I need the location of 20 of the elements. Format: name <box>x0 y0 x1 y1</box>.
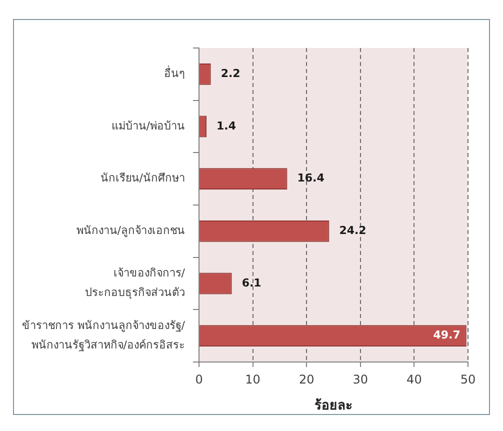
x-tick-label: 10 <box>245 372 260 386</box>
x-tick-label: 0 <box>195 372 203 386</box>
x-tick-label: 30 <box>352 372 368 386</box>
y-tick-label: ข้าราชการ พนักงานลูกจ้างของรัฐ/พนักงานรัฐวิสาหกิจ/องค์กรอิสระ <box>22 319 186 352</box>
data-label: 1.4 <box>216 119 236 132</box>
y-tick-label: อื่นๆ <box>164 65 185 80</box>
data-label: 16.4 <box>297 172 325 185</box>
y-tick-label: พนักงาน/ลูกจ้างเอกชน <box>76 224 185 238</box>
x-tick-label: 20 <box>298 372 314 386</box>
data-label: 6.1 <box>242 276 262 290</box>
data-label: 49.7 <box>433 328 460 342</box>
data-label: 2.2 <box>220 67 240 80</box>
data-label: 24.2 <box>339 224 366 238</box>
x-tick-label: 50 <box>460 372 476 386</box>
y-tick-label: เจ้าของกิจการ/ประกอบธุรกิจส่วนตัว <box>85 266 186 299</box>
y-tick-label: แม่บ้าน/พ่อบ้าน <box>111 119 185 132</box>
x-axis-title: ร้อยละ <box>314 398 352 414</box>
y-tick-label: นักเรียน/นักศึกษา <box>100 172 185 185</box>
x-tick-label: 40 <box>406 372 422 386</box>
chart-frame: ร้อยละ 0 10 20 30 40 50 อื่นๆ แม่บ้าน/พ่อบ้าน นักเรียน/นักศึกษา พนักงาน/ลูกจ้างเอกชน เจ้าของกิจการ/ประกอบธุรกิจส่วนตัว ข้าราชการ พนักงานลูกจ้างของรัฐ/พนักงานรัฐวิสาหกิจ/องค์กรอิสระ 2.2 1.4 16.4 24.2 6.1 49.7 <box>13 19 490 415</box>
